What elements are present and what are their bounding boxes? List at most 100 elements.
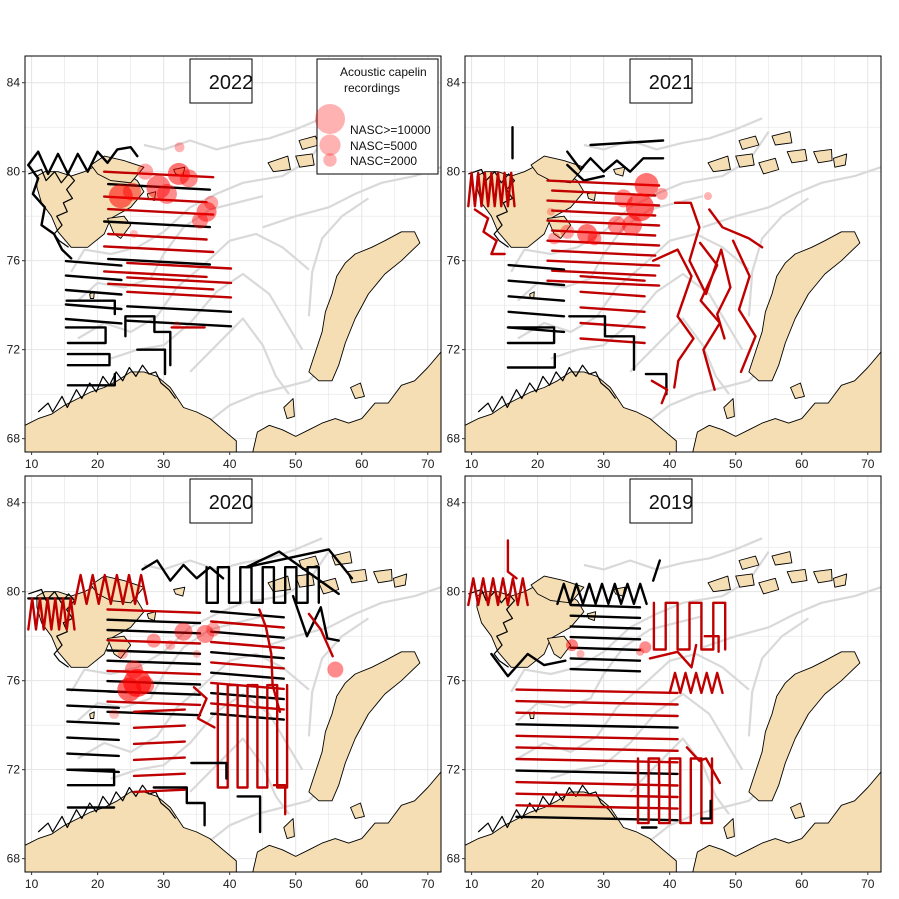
survey-track-black xyxy=(126,319,233,328)
depth-contour xyxy=(209,366,323,422)
landmass xyxy=(738,555,760,570)
x-tick-label: 60 xyxy=(795,457,809,471)
landmass xyxy=(252,771,441,872)
depth-contour xyxy=(550,272,744,360)
survey-track-black xyxy=(506,352,556,369)
x-tick-label: 70 xyxy=(421,877,435,891)
y-tick-label: 84 xyxy=(447,496,461,510)
x-tick-label: 50 xyxy=(729,457,743,471)
survey-track-black xyxy=(66,720,120,725)
landmass xyxy=(476,584,585,668)
year-label: 2022 xyxy=(189,58,253,104)
x-tick-label: 10 xyxy=(465,877,479,891)
survey-track-red xyxy=(515,734,679,741)
survey-track-black xyxy=(66,768,116,787)
x-tick-label: 70 xyxy=(861,457,875,471)
survey-track-black xyxy=(589,139,665,147)
survey-track-red xyxy=(579,275,646,282)
capelin-recording xyxy=(179,169,198,188)
capelin-recording xyxy=(196,624,215,643)
survey-track-red xyxy=(636,757,714,825)
capelin-recording xyxy=(156,183,177,204)
capelin-recordings xyxy=(546,173,712,246)
year-box xyxy=(189,58,253,104)
land xyxy=(465,551,881,872)
depth-contours xyxy=(70,537,441,842)
year-text: 2021 xyxy=(649,72,694,94)
landmass xyxy=(735,153,755,168)
depth-contour xyxy=(629,317,730,395)
survey-track-black xyxy=(66,704,120,709)
survey-track-black xyxy=(106,628,202,635)
depth-contour xyxy=(307,617,370,737)
depth-contour xyxy=(629,737,730,815)
axis-labels: 10 20 30 40 50 60 70 68 72 76 80 84 xyxy=(447,76,875,471)
capelin-recording xyxy=(655,187,668,200)
y-tick-label: 76 xyxy=(7,254,21,268)
survey-track-red xyxy=(698,241,722,391)
axis-labels: 10 20 30 40 50 60 70 68 72 76 80 84 xyxy=(447,496,875,891)
capelin-recording xyxy=(172,321,181,330)
landmass xyxy=(252,351,441,452)
capelin-recording xyxy=(587,231,602,246)
survey-track-black xyxy=(66,372,116,387)
y-tick-label: 84 xyxy=(7,496,21,510)
legend-symbol xyxy=(315,104,345,134)
landmass xyxy=(813,148,833,164)
capelin-recording xyxy=(174,142,185,153)
survey-track-red xyxy=(126,276,233,285)
depth-contour xyxy=(189,737,290,815)
survey-track-red xyxy=(106,639,202,645)
survey-track-red xyxy=(551,269,657,277)
landmass xyxy=(350,382,365,400)
survey-track-black xyxy=(507,295,566,302)
survey-track-red xyxy=(467,171,516,208)
panel-map-content xyxy=(465,56,881,452)
depth-contour xyxy=(583,117,763,151)
x-tick-label: 30 xyxy=(157,877,171,891)
survey-track-red xyxy=(126,290,233,299)
capelin-recording xyxy=(108,184,133,209)
capelin-recording xyxy=(122,182,141,201)
capelin-recordings xyxy=(109,622,344,720)
capelin-recording xyxy=(192,649,201,658)
legend-item-label: NASC>=10000 xyxy=(350,123,431,137)
x-tick-label: 70 xyxy=(421,457,435,471)
survey-track-red xyxy=(546,239,661,247)
y-tick-label: 72 xyxy=(447,343,461,357)
landmass xyxy=(758,577,780,595)
survey-track-black xyxy=(64,326,107,345)
survey-track-red xyxy=(132,788,186,794)
panel-map-content xyxy=(465,476,881,872)
capelin-recording xyxy=(146,175,171,200)
survey-track-red xyxy=(551,229,657,237)
survey-tracks xyxy=(467,126,764,405)
survey-track-red xyxy=(515,804,679,810)
x-tick-label: 60 xyxy=(355,457,369,471)
survey-track-black xyxy=(515,815,679,822)
survey-track-red xyxy=(668,671,724,695)
landmass xyxy=(89,711,95,719)
x-tick-label: 20 xyxy=(531,877,545,891)
survey-track-red xyxy=(685,746,722,785)
survey-track-red xyxy=(515,757,679,764)
depth-contour xyxy=(649,366,763,422)
x-tick-label: 50 xyxy=(289,457,303,471)
survey-track-red xyxy=(467,577,529,607)
landmass xyxy=(283,818,295,840)
map-panels: 2022 10 20 30 40 50 60 70 68 72 76 80 84 2021 10 20 30 40… xyxy=(7,55,882,891)
survey-track-black xyxy=(236,795,262,834)
year-label: 2020 xyxy=(189,478,253,524)
survey-track-red xyxy=(515,699,679,706)
landmass xyxy=(692,351,881,452)
landmass xyxy=(723,818,735,840)
y-tick-label: 84 xyxy=(7,76,21,90)
survey-track-red xyxy=(73,573,149,606)
survey-track-black xyxy=(569,603,642,609)
survey-track-red xyxy=(703,635,720,653)
landmass xyxy=(613,166,626,177)
survey-track-black xyxy=(515,723,679,729)
y-tick-label: 72 xyxy=(447,763,461,777)
legend-box xyxy=(316,58,439,175)
landmass xyxy=(393,573,408,588)
